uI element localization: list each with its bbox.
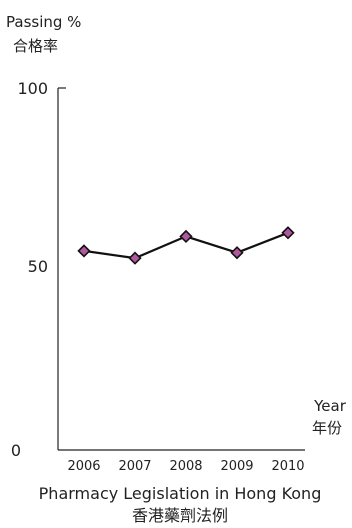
y-tick-label-50: 50 bbox=[28, 257, 48, 276]
x-tick-label-2010: 2010 bbox=[271, 459, 304, 474]
chart-caption-zh: 香港藥劑法例 bbox=[132, 506, 228, 525]
data-point-2006 bbox=[77, 244, 91, 258]
data-point-2010 bbox=[281, 226, 295, 240]
y-axis-label-en: Passing % bbox=[6, 13, 81, 31]
data-markers bbox=[77, 226, 295, 265]
x-tick-label-2008: 2008 bbox=[169, 459, 202, 474]
data-point-2008 bbox=[179, 229, 193, 244]
chart-caption-en: Pharmacy Legislation in Hong Kong bbox=[39, 484, 322, 503]
x-tick-labels: 2006 2007 2008 2009 2010 bbox=[67, 459, 304, 474]
x-axis-label-en: Year bbox=[313, 397, 347, 415]
x-tick-label-2009: 2009 bbox=[220, 459, 253, 474]
data-point-2009 bbox=[230, 246, 244, 260]
y-tick-label-0: 0 bbox=[11, 441, 21, 460]
y-tick-label-100: 100 bbox=[17, 79, 48, 98]
x-tick-label-2007: 2007 bbox=[118, 459, 151, 474]
x-tick-label-2006: 2006 bbox=[67, 459, 100, 474]
x-axis-label-zh: 年份 bbox=[312, 419, 342, 437]
data-point-2007 bbox=[128, 251, 142, 265]
y-axis-label-zh: 合格率 bbox=[13, 37, 58, 55]
